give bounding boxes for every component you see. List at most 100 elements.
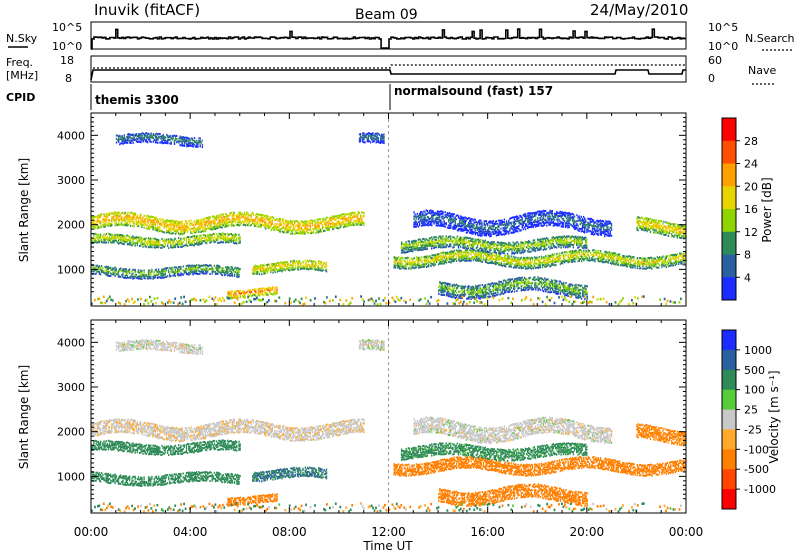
power-cell	[445, 243, 447, 246]
power-cell	[560, 236, 562, 239]
power-cell	[464, 236, 466, 239]
power-cell	[500, 241, 502, 244]
power-cell	[251, 293, 254, 295]
power-cell	[479, 239, 481, 242]
power-cell	[525, 267, 527, 270]
power-cell	[441, 258, 443, 261]
power-cell	[355, 222, 357, 225]
power-cell	[278, 228, 280, 231]
power-cell	[363, 141, 365, 144]
power-cell	[349, 218, 352, 221]
power-cell	[116, 224, 119, 227]
power-cell	[421, 256, 423, 259]
power-cell	[476, 238, 479, 241]
power-cell	[383, 137, 385, 140]
power-cell	[274, 289, 276, 292]
power-cell	[540, 246, 542, 248]
power-cell	[512, 255, 515, 258]
power-cell	[583, 259, 585, 262]
power-cell	[193, 242, 195, 245]
power-cell	[197, 241, 199, 244]
power-cell	[579, 255, 582, 258]
power-cell	[528, 256, 530, 259]
power-cell	[105, 267, 107, 270]
power-cell	[181, 226, 183, 229]
power-cell	[642, 257, 644, 260]
power-cell	[557, 243, 559, 246]
power-cell	[644, 259, 646, 262]
power-cell	[651, 257, 653, 260]
power-cell	[538, 242, 540, 245]
power-cell	[672, 253, 674, 256]
power-cell	[519, 265, 521, 268]
power-cell	[99, 239, 102, 242]
power-cell	[572, 254, 574, 257]
power-cell	[179, 221, 181, 224]
power-cell	[187, 143, 189, 146]
power-cell	[557, 258, 559, 261]
power-cell	[155, 243, 158, 246]
power-cell	[427, 239, 430, 242]
power-cell	[125, 139, 128, 142]
power-cell	[256, 221, 258, 224]
power-cell	[152, 228, 154, 231]
power-cell	[261, 264, 263, 267]
power-cell	[162, 222, 164, 225]
power-cell	[220, 220, 222, 223]
power-cell	[165, 219, 168, 222]
power-cell	[138, 134, 140, 137]
power-cell	[412, 244, 414, 246]
power-cell	[621, 262, 623, 265]
power-cell	[549, 259, 551, 262]
power-cell	[502, 251, 504, 254]
power-cell	[404, 265, 406, 268]
power-cell	[230, 271, 232, 273]
power-cell	[134, 268, 136, 271]
power-cell	[630, 266, 632, 269]
power-cell	[247, 218, 249, 221]
power-cell	[214, 273, 217, 276]
power-cell	[140, 271, 142, 273]
power-cell	[150, 221, 152, 224]
power-cell	[464, 259, 467, 262]
power-cell	[205, 264, 208, 267]
power-cell	[263, 272, 265, 275]
power-cell	[520, 262, 522, 265]
power-cell	[154, 240, 156, 243]
power-cell	[636, 260, 639, 263]
power-cell	[154, 269, 156, 272]
power-cell	[262, 266, 264, 269]
power-cell	[275, 262, 277, 265]
power-cell	[484, 250, 486, 253]
power-cell	[94, 239, 96, 242]
power-cell	[156, 226, 159, 228]
power-cell	[556, 252, 558, 255]
power-cell	[320, 261, 322, 263]
power-cell	[619, 256, 622, 259]
power-cell	[224, 270, 227, 273]
power-cell	[543, 248, 546, 251]
power-cell	[233, 214, 236, 217]
power-cell	[464, 252, 467, 254]
power-cell	[320, 230, 323, 233]
power-cell	[402, 249, 404, 251]
power-cell	[490, 258, 492, 261]
power-cell	[139, 239, 141, 241]
power-cell	[487, 244, 490, 247]
power-cell	[278, 223, 280, 226]
power-cell	[444, 259, 447, 262]
power-cell	[229, 292, 231, 295]
power-cell	[529, 246, 531, 249]
power-cell	[198, 266, 200, 269]
power-cell	[257, 221, 259, 224]
power-cell	[329, 223, 332, 225]
power-cell	[122, 272, 124, 275]
power-cell	[176, 224, 179, 227]
power-cell	[229, 268, 231, 271]
power-cell	[541, 266, 544, 269]
power-cell	[155, 229, 158, 232]
power-cell	[218, 266, 220, 269]
power-cell	[231, 237, 233, 239]
power-cell	[563, 244, 566, 247]
power-cell	[347, 222, 349, 225]
